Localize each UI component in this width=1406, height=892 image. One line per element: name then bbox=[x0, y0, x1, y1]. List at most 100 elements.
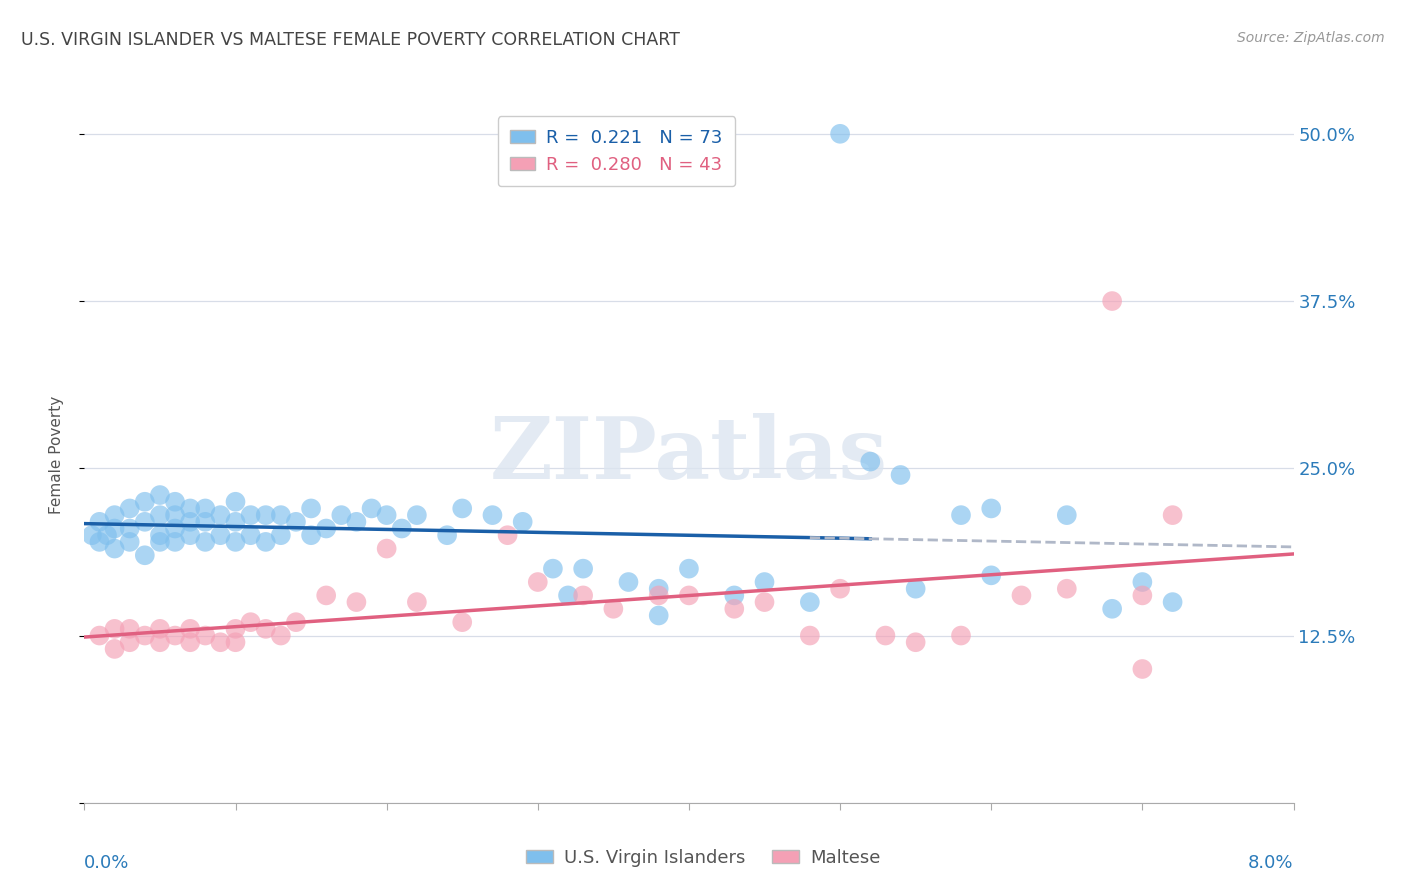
Point bbox=[118, 521, 141, 535]
Text: Source: ZipAtlas.com: Source: ZipAtlas.com bbox=[1237, 31, 1385, 45]
Text: U.S. VIRGIN ISLANDER VS MALTESE FEMALE POVERTY CORRELATION CHART: U.S. VIRGIN ISLANDER VS MALTESE FEMALE P… bbox=[21, 31, 681, 49]
Point bbox=[209, 528, 232, 542]
Point bbox=[104, 642, 127, 657]
Point bbox=[678, 589, 700, 603]
Point bbox=[285, 615, 308, 630]
Point bbox=[165, 494, 187, 508]
Point bbox=[527, 575, 550, 590]
Point bbox=[1056, 508, 1078, 523]
Point bbox=[179, 501, 201, 516]
Point bbox=[754, 575, 776, 590]
Point bbox=[299, 528, 322, 542]
Point bbox=[209, 635, 232, 649]
Point bbox=[194, 515, 217, 529]
Point bbox=[80, 528, 103, 542]
Point bbox=[209, 508, 232, 523]
Point bbox=[134, 515, 156, 529]
Point bbox=[1132, 575, 1154, 590]
Point bbox=[678, 562, 700, 576]
Point bbox=[179, 515, 201, 529]
Point bbox=[165, 628, 187, 642]
Point bbox=[512, 515, 534, 529]
Point bbox=[648, 608, 671, 623]
Point bbox=[239, 615, 262, 630]
Point bbox=[165, 508, 187, 523]
Point bbox=[1132, 589, 1154, 603]
Point bbox=[1161, 595, 1184, 609]
Point bbox=[617, 575, 640, 590]
Point bbox=[165, 535, 187, 549]
Point bbox=[541, 562, 564, 576]
Point bbox=[104, 622, 127, 636]
Point bbox=[285, 515, 308, 529]
Point bbox=[254, 535, 277, 549]
Point bbox=[890, 468, 912, 483]
Point bbox=[572, 589, 595, 603]
Point bbox=[406, 595, 429, 609]
Point bbox=[451, 615, 474, 630]
Point bbox=[799, 595, 821, 609]
Point bbox=[950, 628, 973, 642]
Point bbox=[723, 589, 745, 603]
Point bbox=[270, 628, 292, 642]
Point bbox=[194, 628, 217, 642]
Point bbox=[149, 535, 172, 549]
Point bbox=[270, 528, 292, 542]
Point bbox=[451, 501, 474, 516]
Point bbox=[346, 515, 368, 529]
Point bbox=[225, 494, 247, 508]
Point bbox=[557, 589, 579, 603]
Point bbox=[648, 589, 671, 603]
Point bbox=[1101, 294, 1123, 309]
Point bbox=[375, 508, 398, 523]
Point bbox=[104, 508, 127, 523]
Point bbox=[225, 515, 247, 529]
Point bbox=[360, 501, 382, 516]
Point bbox=[96, 528, 118, 542]
Text: 0.0%: 0.0% bbox=[84, 854, 129, 871]
Point bbox=[149, 508, 172, 523]
Point bbox=[179, 528, 201, 542]
Point bbox=[315, 521, 337, 535]
Point bbox=[1101, 602, 1123, 616]
Point bbox=[346, 595, 368, 609]
Legend: U.S. Virgin Islanders, Maltese: U.S. Virgin Islanders, Maltese bbox=[519, 842, 887, 874]
Point bbox=[254, 508, 277, 523]
Point bbox=[602, 602, 624, 616]
Point bbox=[239, 508, 262, 523]
Point bbox=[179, 622, 201, 636]
Point bbox=[149, 488, 172, 502]
Point bbox=[149, 635, 172, 649]
Point bbox=[104, 541, 127, 556]
Point bbox=[572, 562, 595, 576]
Point bbox=[194, 535, 217, 549]
Point bbox=[134, 628, 156, 642]
Point bbox=[134, 494, 156, 508]
Point bbox=[165, 521, 187, 535]
Point bbox=[481, 508, 503, 523]
Point bbox=[904, 582, 927, 596]
Point bbox=[118, 501, 141, 516]
Point bbox=[179, 635, 201, 649]
Point bbox=[1056, 582, 1078, 596]
Point bbox=[89, 628, 111, 642]
Point bbox=[118, 635, 141, 649]
Point bbox=[830, 127, 852, 141]
Point bbox=[723, 602, 745, 616]
Point bbox=[1161, 508, 1184, 523]
Point bbox=[118, 622, 141, 636]
Point bbox=[194, 501, 217, 516]
Point bbox=[859, 455, 882, 469]
Point bbox=[225, 622, 247, 636]
Point bbox=[149, 528, 172, 542]
Point bbox=[830, 582, 852, 596]
Text: 8.0%: 8.0% bbox=[1249, 854, 1294, 871]
Point bbox=[239, 528, 262, 542]
Point bbox=[315, 589, 337, 603]
Point bbox=[754, 595, 776, 609]
Point bbox=[89, 515, 111, 529]
Point bbox=[980, 501, 1002, 516]
Point bbox=[875, 628, 897, 642]
Point bbox=[149, 622, 172, 636]
Point bbox=[1132, 662, 1154, 676]
